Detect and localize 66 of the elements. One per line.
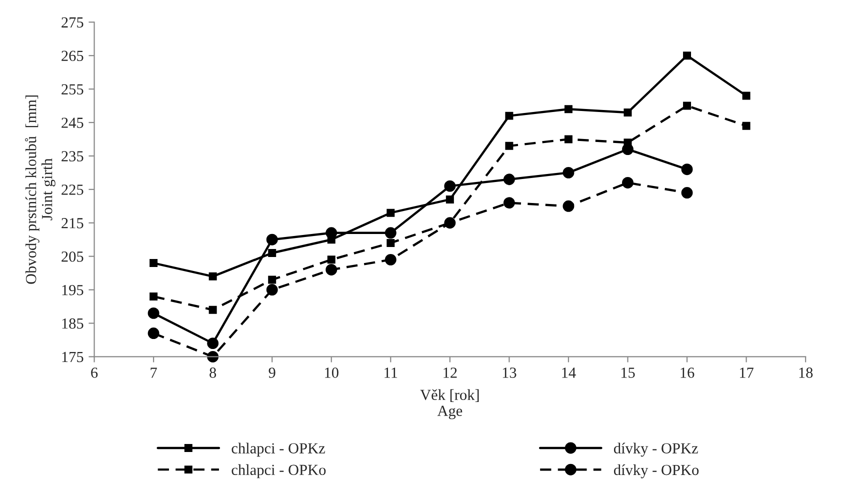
y-tick-label: 185 xyxy=(62,318,84,329)
point xyxy=(622,177,634,188)
legend-label: dívky - OPKo xyxy=(614,464,699,478)
point xyxy=(742,92,750,100)
point xyxy=(386,238,395,247)
point xyxy=(268,248,276,257)
point xyxy=(384,254,396,266)
point xyxy=(505,112,514,120)
point xyxy=(564,105,572,114)
point xyxy=(266,234,278,246)
y-tick-label: 245 xyxy=(62,118,84,128)
point xyxy=(562,166,574,178)
x-tick-label: 7 xyxy=(150,368,157,378)
point xyxy=(327,236,336,244)
point xyxy=(742,122,750,130)
x-tick-label: 14 xyxy=(562,368,576,378)
x-tick-label: 10 xyxy=(325,368,338,378)
point xyxy=(444,180,456,192)
point xyxy=(503,174,515,186)
point xyxy=(681,164,693,176)
y-tick-label: 265 xyxy=(62,50,84,62)
point xyxy=(505,142,514,150)
y-tick-label: 175 xyxy=(62,352,84,362)
y-tick-label: 215 xyxy=(62,218,84,228)
point xyxy=(384,227,396,239)
x-tick-label: 12 xyxy=(444,368,457,378)
point xyxy=(564,135,572,144)
y-axis-title: Obvody prstních kloubů [mm] Joint girth xyxy=(25,96,56,284)
x-tick-label: 16 xyxy=(680,368,694,378)
x-tick-label: 6 xyxy=(91,368,98,378)
point xyxy=(266,284,278,296)
point xyxy=(683,52,692,60)
x-tick-label: 17 xyxy=(740,368,754,378)
point xyxy=(386,208,395,217)
point xyxy=(503,197,515,209)
point xyxy=(326,264,338,276)
point xyxy=(207,338,219,350)
y-tick-label: 225 xyxy=(62,184,84,195)
point xyxy=(683,102,692,110)
y-tick-label: 205 xyxy=(62,251,84,262)
point xyxy=(150,292,158,300)
x-tick-label: 9 xyxy=(268,368,276,378)
point xyxy=(624,108,632,116)
point xyxy=(681,187,693,198)
x-tick-label: 8 xyxy=(210,368,216,378)
x-axis-title: Věk [rok] Age xyxy=(420,389,479,420)
y-tick-label: 275 xyxy=(62,17,84,28)
y-tick-label: 255 xyxy=(62,84,84,95)
point xyxy=(327,256,336,264)
y-tick-label: 195 xyxy=(62,284,84,296)
x-tick-label: 13 xyxy=(502,368,516,378)
legend-label: dívky - OPKz xyxy=(614,442,698,457)
legend-label: chlapci - OPKz xyxy=(232,442,325,457)
point xyxy=(208,306,217,314)
x-tick-label: 18 xyxy=(799,368,813,378)
point xyxy=(446,195,454,204)
y-tick-label: 235 xyxy=(62,151,84,162)
point xyxy=(150,259,158,268)
x-tick-label: 15 xyxy=(621,368,635,378)
point xyxy=(208,272,217,280)
point xyxy=(148,328,160,340)
point xyxy=(148,307,160,319)
legend-label: chlapci - OPKo xyxy=(232,464,326,478)
point xyxy=(562,200,574,212)
point xyxy=(268,276,276,284)
x-tick-label: 11 xyxy=(384,368,398,378)
